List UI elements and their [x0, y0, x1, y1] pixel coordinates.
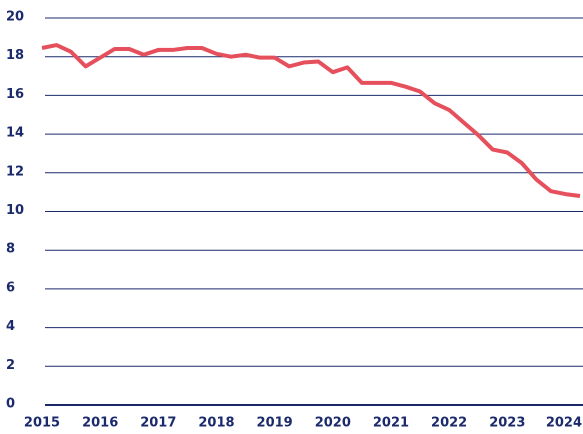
y-tick-label: 0	[6, 397, 15, 412]
x-tick-label: 2020	[315, 416, 351, 431]
y-tick-label: 8	[6, 242, 15, 257]
y-tick-label: 12	[6, 164, 24, 179]
y-tick-label: 4	[6, 319, 15, 334]
x-tick-label: 2024	[546, 416, 582, 431]
data-line	[41, 43, 581, 199]
x-tick-label: 2015	[24, 416, 60, 431]
y-tick-label: 18	[6, 48, 24, 63]
y-tick-label: 6	[6, 280, 15, 295]
y-tick-label: 20	[6, 10, 24, 25]
x-tick-label: 2019	[257, 416, 293, 431]
x-tick-label: 2023	[489, 416, 525, 431]
x-tick-label: 2022	[431, 416, 467, 431]
y-tick-label: 14	[6, 126, 24, 141]
y-tick-label: 16	[6, 87, 24, 102]
y-tick-label: 10	[6, 203, 24, 218]
y-tick-label: 2	[6, 358, 15, 373]
x-tick-label: 2021	[373, 416, 409, 431]
x-tick-label: 2018	[198, 416, 234, 431]
x-tick-label: 2016	[82, 416, 118, 431]
x-tick-label: 2017	[140, 416, 176, 431]
